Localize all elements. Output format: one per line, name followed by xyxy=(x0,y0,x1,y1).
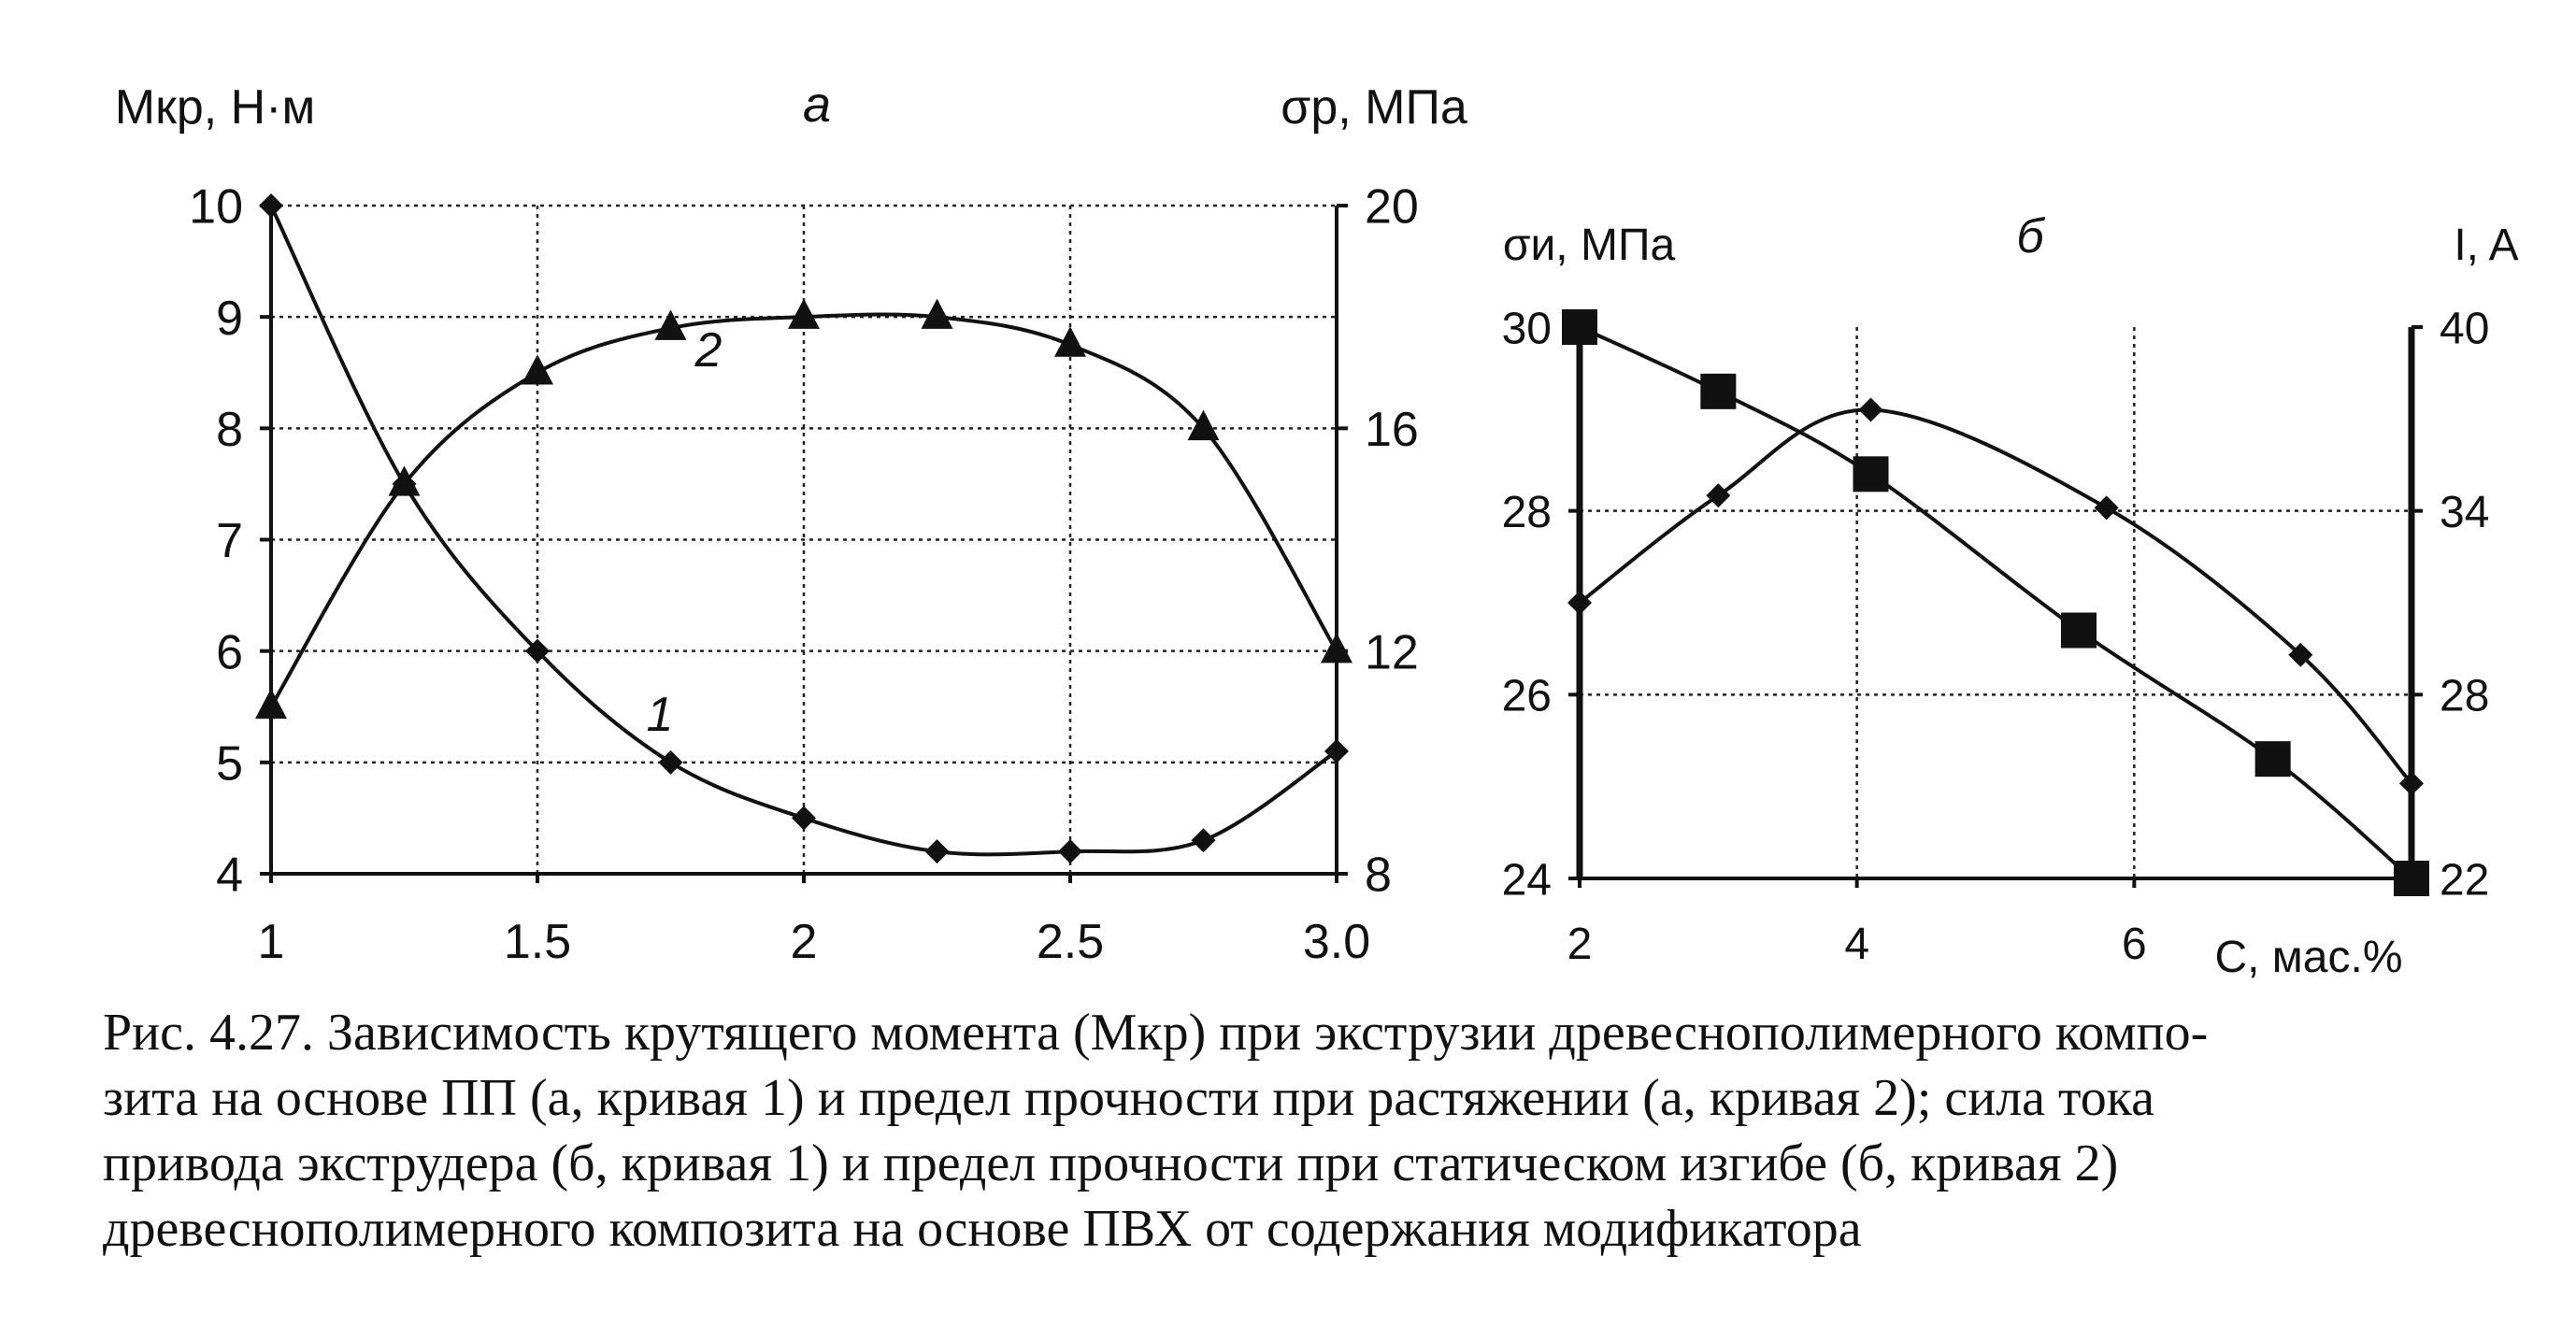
right-tick-label: 34 xyxy=(2440,488,2489,537)
right-tick-label: 16 xyxy=(1365,403,1419,457)
data-point-a-2 xyxy=(788,298,820,329)
series-line-b-2 xyxy=(1579,325,2413,880)
x-tick-label: 1 xyxy=(258,915,285,969)
data-point-a-1 xyxy=(792,806,816,831)
data-point-a-2 xyxy=(1054,326,1086,357)
data-point-a-2 xyxy=(1321,633,1352,664)
right-tick-label: 28 xyxy=(2440,672,2489,721)
x-tick-label: 6 xyxy=(2122,920,2147,969)
right-tick-label: 8 xyxy=(1365,849,1392,903)
left-tick-label: 4 xyxy=(216,849,243,903)
data-point-b-1 xyxy=(2094,495,2119,521)
right-tick-label: 40 xyxy=(2440,304,2489,353)
x-tick-label: 2 xyxy=(791,915,818,969)
x-tick-label: 2 xyxy=(1567,920,1593,969)
right-axis-label-a: σр, МПа xyxy=(1281,80,1467,135)
right-tick-label: 22 xyxy=(2440,855,2489,905)
data-point-a-1 xyxy=(1324,738,1349,763)
left-tick-label: 7 xyxy=(216,514,243,568)
data-point-a-2 xyxy=(1187,409,1220,441)
data-point-a-2 xyxy=(255,688,287,719)
data-point-b-2 xyxy=(2254,741,2291,778)
data-point-b-2 xyxy=(2061,612,2097,649)
x-tick-label: 2.5 xyxy=(1037,915,1104,969)
left-tick-label: 9 xyxy=(216,292,243,346)
x-tick-label: 1.5 xyxy=(504,915,571,969)
data-point-b-1 xyxy=(1567,591,1592,615)
left-axis-label-b: σи, МПа xyxy=(1503,221,1676,270)
caption-line-2: зита на основе ПП (а, кривая 1) и предел… xyxy=(103,1069,2154,1127)
data-point-a-2 xyxy=(654,309,687,340)
series-label-a-2: 2 xyxy=(694,323,723,378)
left-axis-label-a: Mкр, Н·м xyxy=(115,80,316,135)
caption-line-1: Рис. 4.27. Зависимость крутящего момента… xyxy=(103,1004,2209,1062)
right-tick-label: 12 xyxy=(1365,625,1419,679)
x-tick-label: 3.0 xyxy=(1303,915,1370,969)
left-tick-label: 30 xyxy=(1502,304,1552,353)
data-point-a-2 xyxy=(522,354,553,385)
left-tick-label: 24 xyxy=(1502,855,1552,905)
data-point-b-1 xyxy=(2288,642,2313,667)
left-tick-label: 5 xyxy=(216,737,243,792)
data-point-b-1 xyxy=(2399,771,2424,796)
chart-panel-b: σи, МПа б I, A С, мас.% 2426283022283440… xyxy=(1502,209,2519,982)
chart-title-b: б xyxy=(2016,209,2045,264)
data-point-b-1 xyxy=(1706,483,1731,508)
caption-line-3: привода экструдера (б, кривая 1) и преде… xyxy=(103,1134,2119,1192)
left-tick-label: 6 xyxy=(216,625,243,679)
data-point-a-1 xyxy=(658,749,683,775)
data-point-a-1 xyxy=(525,638,550,664)
series-label-a-1: 1 xyxy=(647,688,674,742)
x-tick-label: 4 xyxy=(1844,920,1869,969)
caption-line-4: древеснополимерного композита на основе … xyxy=(103,1200,1862,1258)
right-tick-label: 20 xyxy=(1365,180,1419,235)
data-point-a-1 xyxy=(1058,839,1082,864)
data-point-a-2 xyxy=(921,298,953,329)
x-axis-label-b: С, мас.% xyxy=(2214,933,2402,982)
data-point-a-1 xyxy=(1191,828,1216,853)
right-axis-label-b: I, A xyxy=(2454,221,2518,270)
left-tick-label: 10 xyxy=(189,180,243,235)
data-point-a-1 xyxy=(924,839,950,864)
series-line-b-1 xyxy=(1578,407,2413,785)
data-point-b-1 xyxy=(1858,397,1883,422)
left-tick-label: 8 xyxy=(216,403,243,457)
chart-title-a: а xyxy=(803,77,831,133)
left-tick-label: 26 xyxy=(1502,672,1552,721)
data-point-b-2 xyxy=(1700,373,1737,409)
left-tick-label: 28 xyxy=(1502,488,1552,537)
data-point-b-2 xyxy=(1853,456,1889,492)
figure-caption: Рис. 4.27. Зависимость крутящего момента… xyxy=(103,1000,2552,1262)
data-point-a-2 xyxy=(388,465,421,496)
